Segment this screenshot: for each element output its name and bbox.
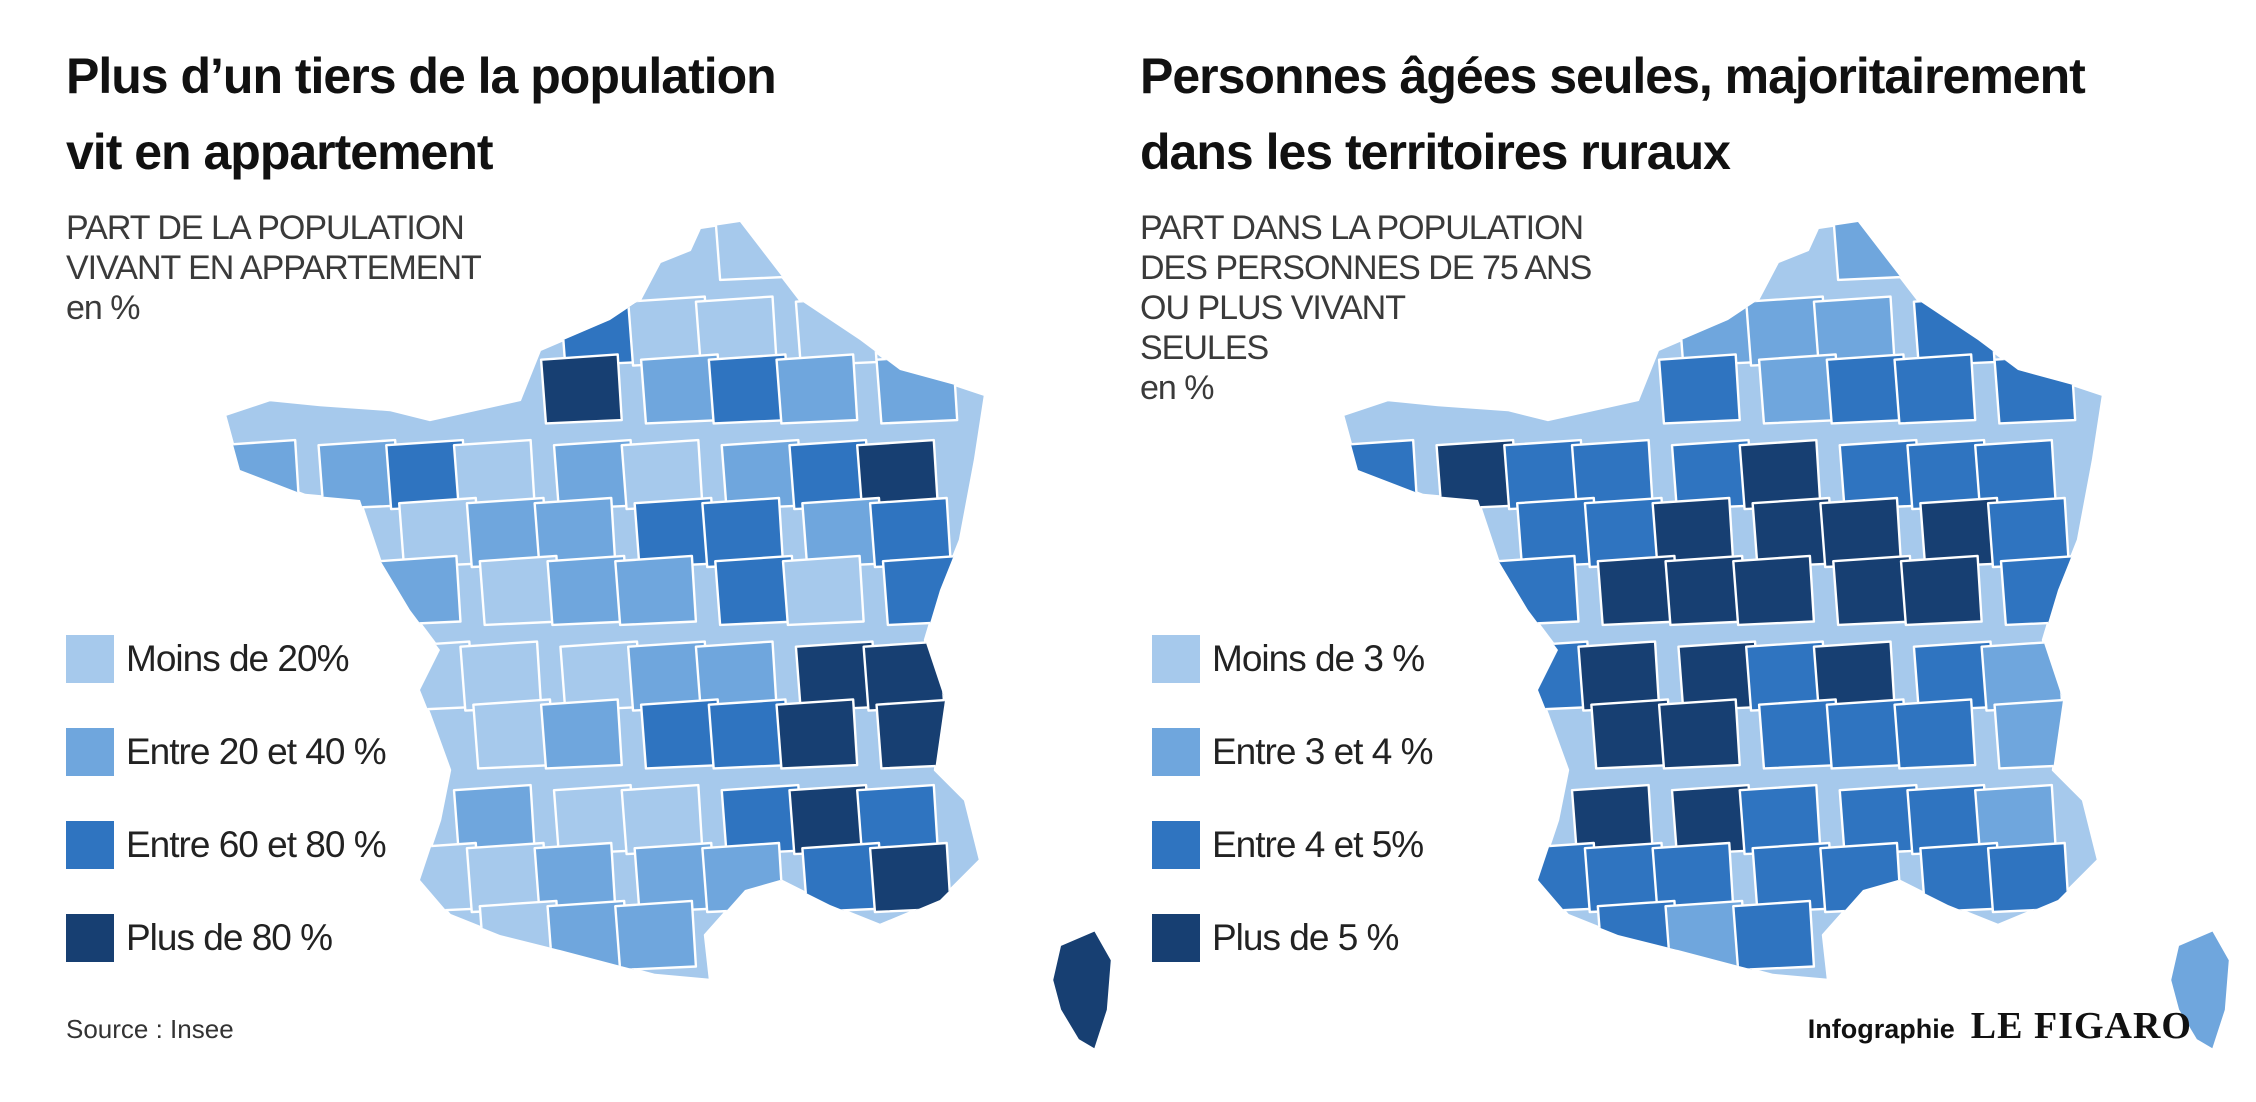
elderly-department <box>1657 698 1741 770</box>
legend-swatch <box>1152 913 1200 962</box>
legend-label: Entre 20 et 40 % <box>126 730 387 772</box>
apartment-department <box>539 698 623 770</box>
apartment-legend: Moins de 20% Entre 20 et 40 % Entre 60 e… <box>66 612 387 984</box>
elderly-department <box>1832 222 1916 282</box>
elderly-subtitle-line-1: PART DANS LA POPULATION <box>1140 209 1584 247</box>
apartment-department <box>714 222 798 282</box>
apartment-departments <box>223 220 1114 1052</box>
elderly-map-panel: Personnes âgées seules, majoritairement … <box>1128 0 2256 1102</box>
legend-swatch <box>66 727 114 776</box>
apartment-department <box>614 554 698 627</box>
elderly-subtitle-line-4: SEULES <box>1140 329 1269 367</box>
apartment-department <box>775 698 859 770</box>
apartment-map-panel: Plus d’un tiers de la population vit en … <box>66 38 1114 1052</box>
apartment-map-title: Plus d’un tiers de la population vit en … <box>66 38 1066 190</box>
apartment-department <box>881 554 965 627</box>
legend-label: Entre 3 et 4 % <box>1212 730 1433 772</box>
elderly-department <box>1732 899 1816 972</box>
elderly-department <box>1993 353 2077 425</box>
legend-swatch <box>66 634 114 683</box>
elderly-department <box>1496 554 1580 627</box>
apartment-department <box>875 353 959 425</box>
elderly-legend-item-3: Entre 4 et 5% <box>1152 798 1432 891</box>
legend-swatch <box>1152 727 1200 776</box>
elderly-legend-item-2: Entre 3 et 4 % <box>1152 705 1433 798</box>
apartment-department <box>775 353 859 425</box>
elderly-unit: en % <box>1140 369 1215 407</box>
apartment-department <box>378 554 462 627</box>
elderly-legend: Moins de 3 % Entre 3 et 4 % Entre 4 et 5… <box>1152 612 1433 984</box>
elderly-choropleth-map <box>1341 220 2232 1052</box>
source-note: Source : Insee <box>66 1014 234 1044</box>
le-figaro-logo: LE FIGARO <box>1970 1005 2192 1047</box>
elderly-department <box>1899 554 1983 627</box>
elderly-department <box>1993 698 2077 770</box>
apartment-department <box>225 438 301 511</box>
elderly-department <box>1819 841 1903 914</box>
apartment-subtitle-line-2: VIVANT EN APPARTEMENT <box>66 249 482 287</box>
elderly-department <box>1893 698 1977 770</box>
elderly-department <box>1893 353 1977 425</box>
apartment-department <box>701 841 785 914</box>
apartment-department <box>614 899 698 972</box>
elderly-department <box>1999 554 2083 627</box>
legend-label: Entre 60 et 80 % <box>126 823 387 865</box>
apartment-corsica <box>1050 928 1114 1052</box>
elderly-department <box>1343 438 1419 511</box>
elderly-legend-item-1: Moins de 3 % <box>1152 612 1432 705</box>
elderly-legend-item-4: Plus de 5 % <box>1152 891 1432 984</box>
elderly-department <box>1657 353 1741 425</box>
elderly-map-subtitle: PART DANS LA POPULATION DES PERSONNES DE… <box>1140 208 1660 408</box>
elderly-subtitle-line-2: DES PERSONNES DE 75 ANS <box>1140 249 1592 287</box>
elderly-title-line-1: Personnes âgées seules, majoritairement <box>1140 48 2086 104</box>
apartment-legend-item-4: Plus de 80 % <box>66 891 386 984</box>
apartment-legend-item-1: Moins de 20% <box>66 612 386 705</box>
apartment-department <box>539 353 623 425</box>
elderly-title-line-2: dans les territoires ruraux <box>1140 124 1731 180</box>
legend-label: Moins de 20% <box>126 637 349 679</box>
apartment-subtitle-line-1: PART DE LA POPULATION <box>66 209 465 247</box>
elderly-department <box>1732 554 1816 627</box>
legend-swatch <box>66 820 114 869</box>
apartment-department <box>875 698 959 770</box>
legend-swatch <box>66 913 114 962</box>
elderly-corsica <box>2168 928 2232 1052</box>
credit-label: Infographie <box>1807 1014 1955 1044</box>
apartment-legend-item-3: Entre 60 et 80 % <box>66 798 387 891</box>
apartment-title-line-2: vit en appartement <box>66 124 494 180</box>
apartment-map-subtitle: PART DE LA POPULATION VIVANT EN APPARTEM… <box>66 208 546 328</box>
apartment-department-cells <box>225 222 965 972</box>
legend-swatch <box>1152 634 1200 683</box>
legend-swatch <box>1152 820 1200 869</box>
infographic-credit: Infographie LE FIGARO <box>1808 1004 2192 1048</box>
elderly-map-title: Personnes âgées seules, majoritairement … <box>1140 38 2240 190</box>
apartment-title-line-1: Plus d’un tiers de la population <box>66 48 777 104</box>
legend-label: Plus de 80 % <box>126 916 333 958</box>
legend-label: Plus de 5 % <box>1212 916 1399 958</box>
apartment-choropleth-map <box>223 220 1114 1052</box>
apartment-legend-item-2: Entre 20 et 40 % <box>66 705 387 798</box>
legend-label: Moins de 3 % <box>1212 637 1425 679</box>
elderly-subtitle-line-3: OU PLUS VIVANT <box>1140 289 1406 327</box>
apartment-unit: en % <box>66 289 141 327</box>
legend-label: Entre 4 et 5% <box>1212 823 1424 865</box>
apartment-department <box>781 554 865 627</box>
